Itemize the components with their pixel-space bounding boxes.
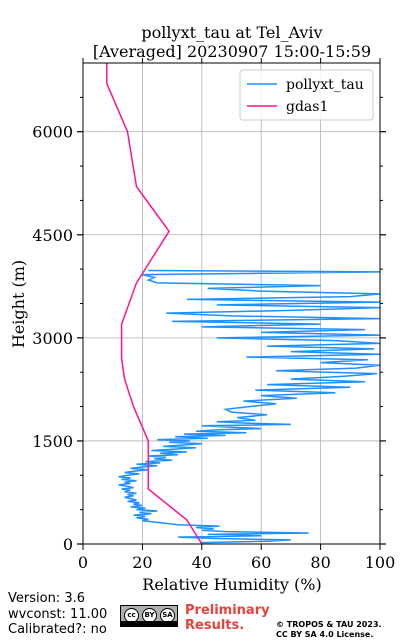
legend-label-gdas1: gdas1	[286, 99, 328, 115]
chart-title-line2: [Averaged] 20230907 15:00-15:59	[93, 42, 371, 61]
y-tick-label-1: 1500	[32, 432, 73, 451]
legend: pollyxt_tau gdas1	[239, 69, 374, 121]
y-tick-label-3: 4500	[32, 226, 73, 245]
version-text: Version: 3.6	[8, 591, 85, 606]
chart-title-line1: pollyxt_tau at Tel_Aviv	[141, 23, 322, 42]
x-tick-label-4: 80	[310, 553, 330, 572]
y-tick-label-2: 3000	[32, 329, 73, 348]
footer: Version: 3.6 wvconst: 11.00 Calibrated?:…	[0, 590, 400, 640]
legend-box	[239, 69, 374, 121]
relative-humidity-chart: pollyxt_tau at Tel_Aviv [Averaged] 20230…	[9, 23, 395, 594]
x-tick-label-0: 0	[78, 553, 88, 572]
y-tick-labels: 0 1500 3000 4500 6000	[32, 123, 73, 554]
copyright-text-line1: © TROPOS & TAU 2023.	[276, 620, 382, 629]
series-line-gdas1	[106, 63, 203, 545]
axis-ticks	[77, 58, 386, 550]
wvconst-text: wvconst: 11.00	[8, 607, 108, 622]
x-tick-label-3: 60	[251, 553, 271, 572]
legend-label-pollyxt-tau: pollyxt_tau	[286, 77, 364, 93]
cc-icon: cc	[124, 608, 139, 623]
series-line-pollyxt-tau	[118, 269, 381, 544]
x-tick-label-1: 20	[132, 553, 152, 572]
y-tick-label-4: 6000	[32, 123, 73, 142]
series-group	[106, 63, 381, 545]
x-tick-label-2: 40	[192, 553, 212, 572]
cc-license-badge: cc BY SA	[120, 605, 178, 627]
x-tick-labels: 0 20 40 60 80 100	[78, 553, 395, 572]
preliminary-text-line1: Preliminary	[185, 603, 270, 618]
cc-badge-bar	[121, 621, 177, 626]
preliminary-text-line2: Results.	[185, 618, 245, 633]
calibrated-text: Calibrated?: no	[8, 622, 107, 637]
x-tick-label-5: 100	[365, 553, 396, 572]
x-axis-label: Relative Humidity (%)	[142, 575, 321, 594]
y-tick-label-0: 0	[63, 535, 73, 554]
y-axis-label: Height (m)	[9, 260, 28, 348]
copyright-text-line2: CC BY SA 4.0 License.	[276, 630, 374, 639]
